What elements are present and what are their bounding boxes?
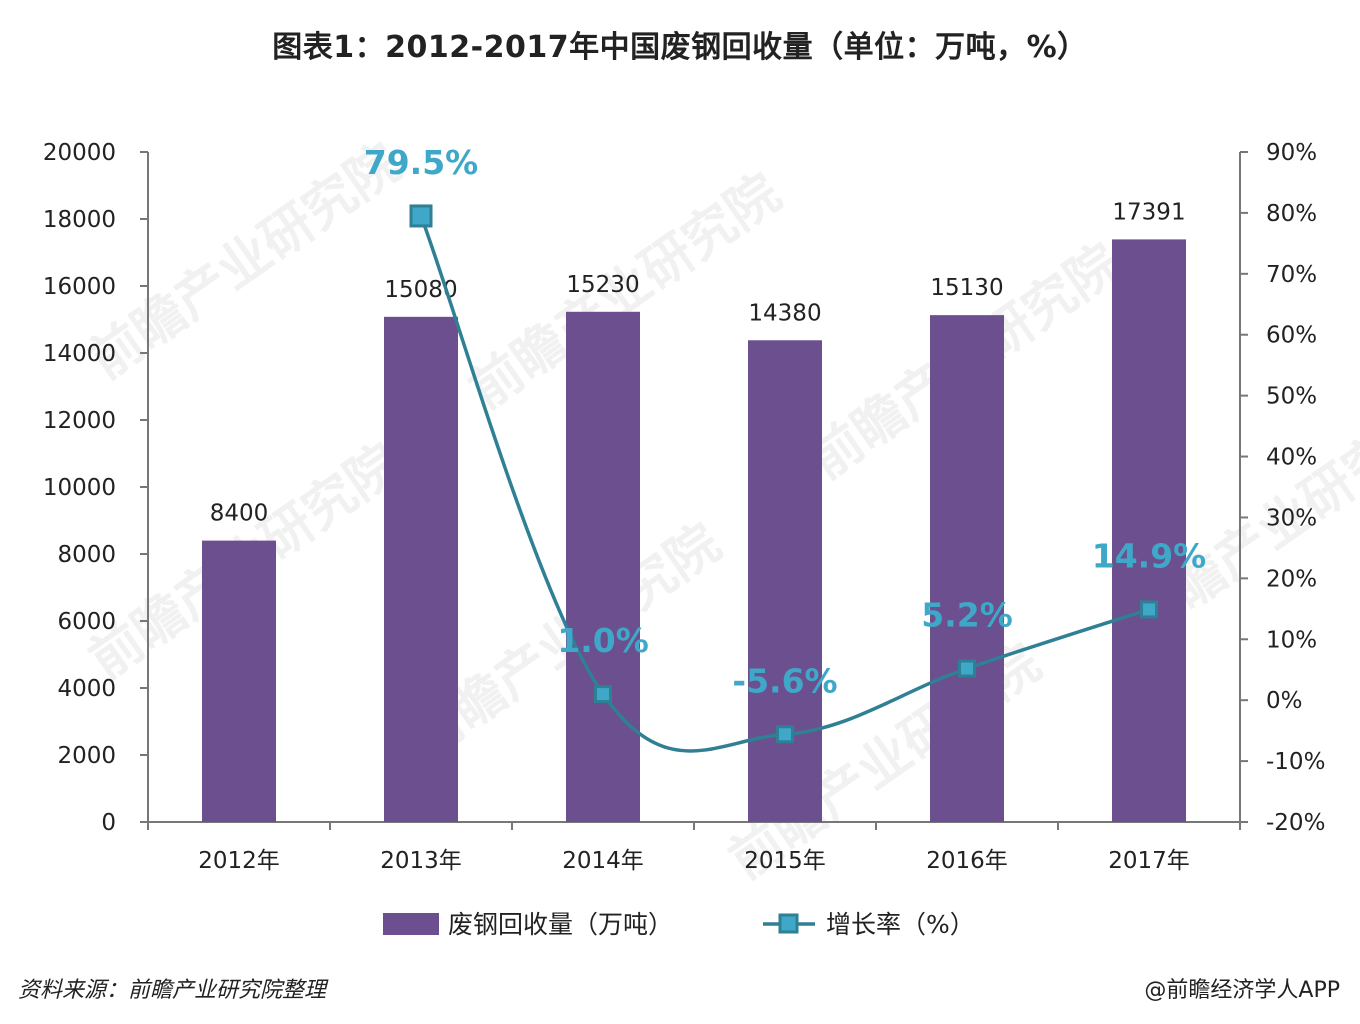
bar-value-label: 14380 <box>748 300 821 326</box>
right-tick-label: 20% <box>1266 566 1317 592</box>
growth-marker <box>776 725 794 744</box>
legend-bar-label: 废钢回收量（万吨） <box>448 910 673 939</box>
bar <box>202 540 276 822</box>
x-tick-label: 2016年 <box>926 848 1008 874</box>
chart-title: 图表1：2012-2017年中国废钢回收量（单位：万吨，%） <box>272 30 1088 65</box>
x-tick-label: 2017年 <box>1108 848 1190 874</box>
right-tick-label: -10% <box>1266 749 1325 775</box>
bar <box>1112 239 1186 823</box>
legend-line-marker <box>778 913 799 934</box>
growth-marker <box>1140 600 1158 619</box>
growth-rate-label: 79.5% <box>364 143 479 182</box>
left-tick-label: 18000 <box>43 207 116 233</box>
growth-rate-label: 5.2% <box>921 596 1013 635</box>
right-tick-label: 40% <box>1266 445 1317 471</box>
right-tick-label: 90% <box>1266 140 1317 166</box>
bar <box>748 340 822 822</box>
right-tick-label: 10% <box>1266 627 1317 653</box>
legend-line-label: 增长率（%） <box>826 910 975 939</box>
growth-marker <box>409 204 433 228</box>
right-tick-label: 30% <box>1266 505 1317 531</box>
growth-rate-label: 14.9% <box>1092 536 1207 575</box>
x-tick-label: 2013年 <box>380 848 462 874</box>
bars <box>202 239 1186 823</box>
rate-labels: 79.5% 1.0% -5.6% 5.2% 14.9% <box>364 143 1207 700</box>
bar <box>566 311 640 822</box>
growth-rate-label: -5.6% <box>732 661 837 700</box>
left-tick-label: 10000 <box>43 475 116 501</box>
axes: 0 2000 4000 6000 8000 10000 12000 14000 16000 180… <box>43 140 1326 874</box>
source-note: 资料来源：前瞻产业研究院整理 <box>18 978 327 1003</box>
left-tick-label: 6000 <box>57 609 116 635</box>
bar <box>930 315 1004 822</box>
left-tick-label: 4000 <box>57 676 116 702</box>
bar-value-label: 8400 <box>210 501 269 527</box>
left-tick-label: 12000 <box>43 408 116 434</box>
left-tick-label: 14000 <box>43 341 116 367</box>
left-tick-label: 8000 <box>57 542 116 568</box>
x-tick-label: 2014年 <box>562 848 644 874</box>
x-tick-label: 2012年 <box>198 848 280 874</box>
left-tick-label: 16000 <box>43 274 116 300</box>
right-tick-label: 50% <box>1266 384 1317 410</box>
left-tick-label: 0 <box>101 810 116 836</box>
brand-credit: @前瞻经济学人APP <box>1144 978 1340 1003</box>
growth-marker <box>594 685 612 704</box>
growth-marker <box>958 659 976 678</box>
growth-line <box>409 204 1158 753</box>
legend: 废钢回收量（万吨） 增长率（%） <box>383 910 975 939</box>
right-tick-label: 70% <box>1266 262 1317 288</box>
bar-value-label: 15130 <box>930 275 1003 301</box>
left-tick-label: 20000 <box>43 140 116 166</box>
left-tick-label: 2000 <box>57 743 116 769</box>
bar <box>384 316 458 822</box>
growth-line-path <box>419 215 1150 753</box>
x-tick-label: 2015年 <box>744 848 826 874</box>
right-tick-label: 60% <box>1266 323 1317 349</box>
bar-value-label: 17391 <box>1112 199 1185 225</box>
bar-value-label: 15230 <box>566 272 639 298</box>
right-tick-label: 80% <box>1266 201 1317 227</box>
right-tick-label: -20% <box>1266 810 1325 836</box>
growth-rate-label: 1.0% <box>557 621 649 660</box>
right-tick-label: 0% <box>1266 688 1303 714</box>
legend-bar-swatch <box>383 913 439 935</box>
